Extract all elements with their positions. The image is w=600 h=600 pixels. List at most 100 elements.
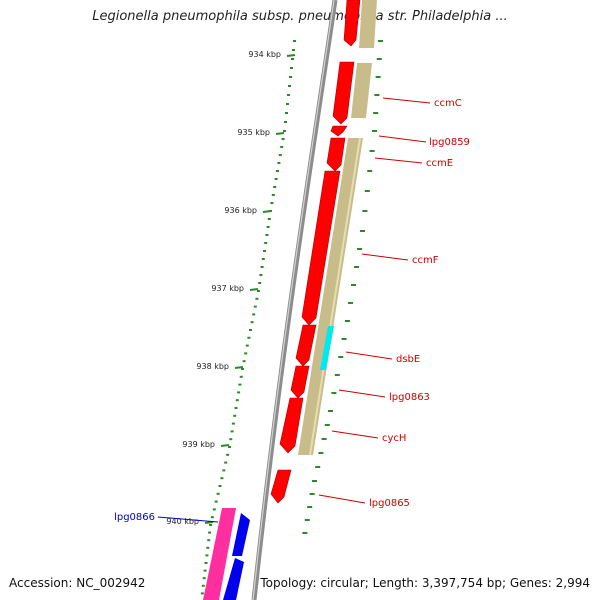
scale-dash [331, 392, 337, 394]
gene-blue-arrow[interactable] [232, 513, 250, 556]
scale-dot [265, 234, 269, 236]
scale-dot [244, 352, 248, 355]
scale-dash [369, 150, 375, 152]
band-segment [359, 0, 377, 48]
gene-label-lpg0863[interactable]: lpg0863 [389, 392, 430, 403]
gene-label-ccmc[interactable]: ccmC [434, 98, 462, 109]
scale-dash [374, 94, 380, 96]
map-title: Legionella pneumophila subsp. pneumophil… [92, 9, 508, 24]
scale-dot [208, 531, 212, 534]
scale-dot [209, 524, 212, 526]
scale-dot [263, 250, 266, 252]
tick-label: 936 kbp [224, 206, 257, 215]
scale-dot [270, 202, 274, 204]
gene-label-dsbe[interactable]: dsbE [396, 354, 420, 365]
gene-label-cych[interactable]: cycH [382, 433, 406, 444]
scale-dash [338, 356, 344, 358]
gene-label-ccme[interactable]: ccmE [426, 158, 453, 169]
scale-dash [318, 452, 324, 454]
scale-dot [233, 414, 237, 417]
scale-dot [286, 103, 289, 105]
scale-dot [214, 500, 218, 503]
tick-mark [204, 521, 214, 524]
scale-dash [312, 480, 317, 482]
gene-forward-arrow[interactable] [330, 125, 348, 137]
gene-label-lpg0866[interactable]: lpg0866 [114, 512, 155, 523]
scale-dot [250, 321, 254, 324]
scale-dot [222, 469, 226, 472]
scale-dot [242, 360, 246, 363]
scale-dot [264, 242, 268, 244]
scale-dash [348, 302, 353, 304]
topology-text: Topology: circular; Length: 3,397,754 bp… [260, 576, 590, 590]
gene-forward-arrow[interactable] [326, 137, 346, 172]
gene-forward-arrow[interactable] [301, 170, 341, 326]
scale-dash [373, 112, 379, 114]
scale-dot [202, 577, 206, 580]
scale-dot [261, 258, 265, 260]
scale-dot [267, 218, 271, 220]
scale-dot [216, 492, 220, 495]
scale-dot [234, 407, 238, 409]
scale-dot [260, 266, 264, 268]
scale-dot [241, 368, 244, 370]
gene-lpg0866-arrow[interactable] [203, 508, 236, 600]
scale-dash [307, 506, 313, 508]
minor-tick-dots [200, 40, 383, 595]
scale-dash [309, 493, 315, 495]
gene-blue-arrow[interactable] [223, 558, 244, 600]
scale-dot [291, 58, 294, 60]
gene-forward-arrow[interactable] [290, 365, 310, 399]
label-leader-line [318, 494, 366, 504]
tick-label: 934 kbp [248, 50, 281, 59]
scale-dot [274, 178, 278, 180]
tick-label: 938 kbp [196, 362, 229, 371]
scale-dot [203, 569, 207, 572]
gene-label-lpg0859[interactable]: lpg0859 [429, 137, 470, 148]
scale-dot [289, 76, 292, 78]
scale-dot [249, 329, 252, 331]
scale-dot [285, 112, 288, 114]
gene-label-ccmf[interactable]: ccmF [412, 255, 439, 266]
tick-mark [275, 132, 285, 135]
scale-dot [252, 313, 256, 316]
band-segment [351, 63, 372, 118]
label-leader-line [157, 516, 219, 523]
scale-dash [372, 130, 377, 132]
scale-dash [304, 519, 310, 521]
scale-dot [204, 562, 208, 564]
label-leader-line [338, 389, 386, 398]
scale-dot [278, 154, 282, 156]
scale-dot [273, 186, 277, 188]
scale-dot [247, 336, 251, 339]
label-leader-line [361, 253, 409, 261]
scale-dot [200, 592, 204, 595]
gene-forward-arrow[interactable] [279, 397, 304, 454]
scale-dash [345, 320, 350, 322]
tick-label: 940 kbp [166, 517, 199, 526]
scale-dot [238, 383, 242, 386]
tick-mark [262, 210, 272, 213]
scale-dot [235, 399, 239, 402]
gene-forward-arrow[interactable] [270, 469, 292, 504]
scale-dot [292, 49, 295, 51]
backbone-line [251, 0, 338, 600]
scale-dash [354, 266, 359, 268]
tick-label: 935 kbp [237, 128, 270, 137]
scale-dash [375, 76, 381, 78]
gene-forward-arrow[interactable] [343, 0, 361, 47]
label-leader-line [382, 97, 431, 104]
scale-dot [229, 438, 233, 441]
scale-dash [367, 170, 373, 172]
gene-dsbE-block [320, 326, 334, 370]
label-leader-line [331, 430, 379, 439]
gene-forward-arrow[interactable] [332, 61, 355, 125]
scale-dash [302, 532, 308, 534]
gene-forward-arrow[interactable] [295, 324, 317, 367]
scale-dot [218, 485, 222, 487]
scale-dot [283, 130, 286, 132]
gene-label-lpg0865[interactable]: lpg0865 [369, 498, 410, 509]
scale-dot [284, 121, 287, 123]
scale-dot [277, 162, 281, 164]
